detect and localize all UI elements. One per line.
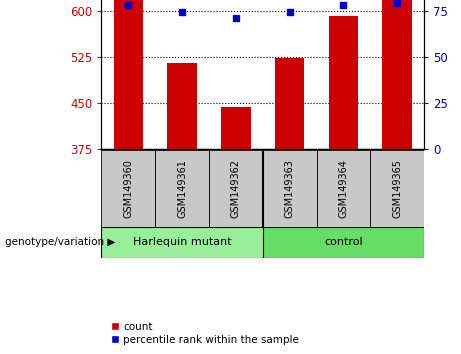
- Bar: [275, 58, 304, 149]
- Legend: count, percentile rank within the sample: count, percentile rank within the sample: [106, 317, 303, 349]
- Bar: [263, 150, 317, 227]
- Text: GSM149362: GSM149362: [231, 159, 241, 218]
- Bar: [155, 150, 209, 227]
- Text: control: control: [324, 238, 363, 247]
- Bar: [263, 227, 424, 258]
- Text: genotype/variation ▶: genotype/variation ▶: [5, 238, 115, 247]
- Text: GSM149365: GSM149365: [392, 159, 402, 218]
- Text: Harlequin mutant: Harlequin mutant: [133, 238, 231, 247]
- Text: GSM149360: GSM149360: [123, 159, 133, 218]
- Bar: [383, 0, 412, 149]
- Bar: [370, 150, 424, 227]
- Bar: [101, 150, 155, 227]
- Bar: [209, 150, 263, 227]
- Text: GSM149361: GSM149361: [177, 159, 187, 218]
- Bar: [329, 16, 358, 149]
- Bar: [221, 107, 251, 149]
- Bar: [167, 63, 197, 149]
- Text: GSM149364: GSM149364: [338, 159, 349, 218]
- Bar: [317, 150, 370, 227]
- Bar: [113, 0, 143, 149]
- Bar: [101, 227, 263, 258]
- Text: GSM149363: GSM149363: [284, 159, 295, 218]
